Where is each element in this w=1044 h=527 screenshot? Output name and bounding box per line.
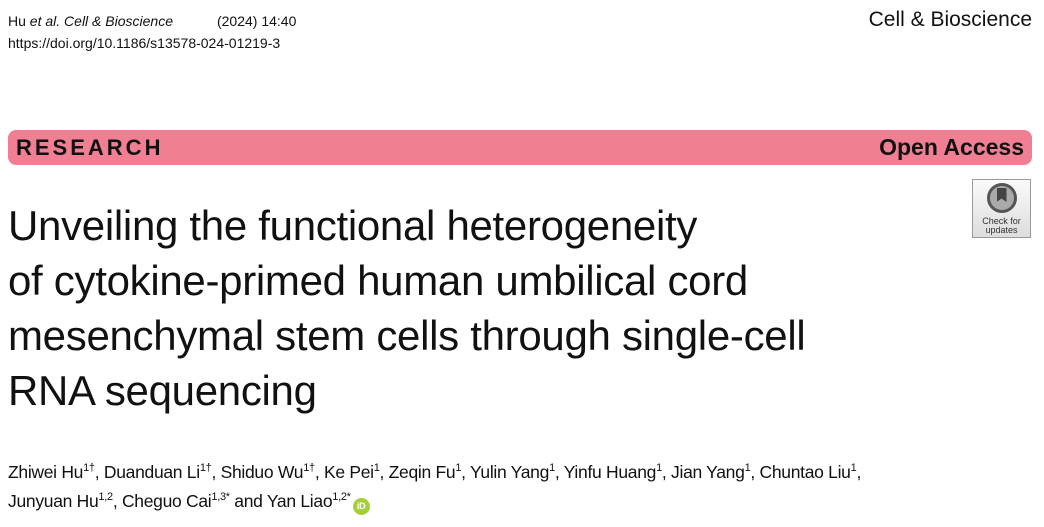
author-affiliation: 1 (455, 462, 462, 474)
author-separator: , (661, 462, 672, 482)
doi-link[interactable]: https://doi.org/10.1186/s13578-024-01219… (8, 35, 281, 51)
author-separator: , (554, 462, 564, 482)
check-for-updates-button[interactable]: Check for updates (972, 179, 1031, 238)
author-separator: and (229, 491, 267, 511)
author-separator: , (112, 491, 122, 511)
author-name[interactable]: Zeqin Fu (388, 462, 456, 482)
author-list: Zhiwei Hu1†, Duanduan Li1†, Shiduo Wu1†,… (8, 458, 1038, 516)
author-separator: , (94, 462, 104, 482)
title-line: Unveiling the functional heterogeneity (8, 202, 698, 249)
author-affiliation: 1,3* (211, 491, 230, 503)
title-line: mesenchymal stem cells through single-ce… (8, 312, 806, 359)
author-affiliation: 1† (303, 462, 315, 474)
citation-journal: Cell & Bioscience (60, 13, 173, 29)
author-affiliation: 1 (656, 462, 662, 474)
citation-etal: et al. (29, 13, 61, 29)
author-affiliation: 1,2 (98, 491, 113, 503)
author-separator: , (856, 462, 861, 482)
bookmark-circle-icon (986, 183, 1017, 213)
author-name[interactable]: Chuntao Liu (759, 462, 851, 482)
open-access-label: Open Access (879, 134, 1024, 160)
author-name[interactable]: Yulin Yang (469, 462, 550, 482)
author-name[interactable]: Jian Yang (671, 462, 745, 482)
citation-year-volume: (2024) 14:40 (216, 13, 297, 29)
title-line: RNA sequencing (8, 367, 317, 414)
author-affiliation: 1,2* (332, 491, 351, 503)
author-name[interactable]: Shiduo Wu (220, 462, 304, 482)
author-name[interactable]: Junyuan Hu (8, 491, 99, 511)
author-name[interactable]: Ke Pei (323, 462, 374, 482)
author-separator: , (314, 462, 324, 482)
author-separator: , (379, 462, 389, 482)
author-separator: , (750, 462, 760, 482)
article-title: Unveiling the functional heterogeneity o… (8, 198, 908, 418)
orcid-icon[interactable]: iD (352, 498, 370, 515)
author-affiliation: 1 (373, 462, 380, 474)
author-separator: , (211, 462, 221, 482)
author-name[interactable]: Zhiwei Hu (8, 462, 84, 482)
author-name[interactable]: Yinfu Huang (563, 462, 657, 482)
author-name[interactable]: Cheguo Cai (121, 491, 212, 511)
author-name[interactable]: Duanduan Li (103, 462, 200, 482)
author-affiliation: 1 (850, 462, 857, 474)
citation-block: Hu et al. Cell & Bioscience (2024) 14:40 … (8, 10, 296, 54)
article-type: RESEARCH (16, 134, 164, 160)
badge-line2: updates (985, 225, 1018, 235)
author-separator: , (461, 462, 470, 482)
citation-authors: Hu (8, 13, 30, 29)
citation-line: Hu et al. Cell & Bioscience (2024) 14:40 (8, 10, 296, 32)
article-type-banner: RESEARCH Open Access (8, 130, 1032, 165)
author-affiliation: 1† (199, 462, 212, 474)
badge-line1: Check for (982, 216, 1021, 226)
author-affiliation: 1† (83, 462, 95, 474)
author-name[interactable]: Yan Liao (266, 491, 333, 511)
journal-name: Cell & Bioscience (868, 8, 1032, 31)
author-affiliation: 1 (744, 462, 751, 474)
title-line: of cytokine-primed human umbilical cord (8, 257, 748, 304)
author-affiliation: 1 (549, 462, 555, 474)
